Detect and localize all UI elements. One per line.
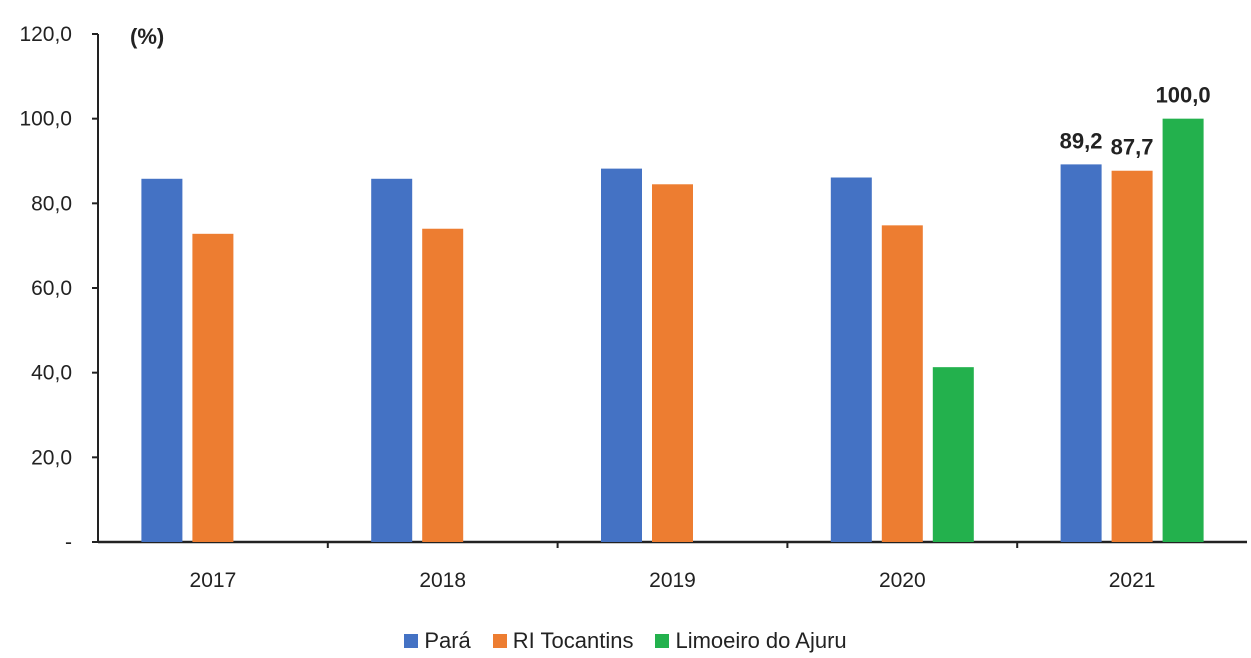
data-label: 100,0	[1156, 83, 1211, 108]
x-tick-label: 2018	[419, 569, 466, 592]
bar	[601, 168, 642, 542]
legend-item: Pará	[404, 628, 471, 654]
bar	[932, 367, 974, 542]
legend-item: Limoeiro do Ajuru	[655, 628, 847, 654]
y-tick-label: 120,0	[19, 23, 72, 46]
y-axis: - 20,0 40,0 60,0 80,0 100,0 120,0	[19, 23, 99, 554]
y-tick-label: 80,0	[31, 192, 72, 215]
y-tick-label: 100,0	[19, 108, 72, 131]
bar	[371, 178, 413, 542]
data-labels: 89,2 87,7 100,0	[1060, 83, 1211, 160]
bar-chart: - 20,0 40,0 60,0 80,0 100,0 120,0 2017 2018 2019…	[19, 23, 1247, 592]
legend-label: Limoeiro do Ajuru	[675, 628, 847, 653]
bar	[1060, 164, 1102, 543]
data-label: 89,2	[1060, 128, 1103, 153]
bars	[141, 118, 1204, 543]
legend-swatch	[492, 634, 507, 648]
x-tick-label: 2019	[649, 569, 696, 592]
x-tick-label: 2020	[879, 569, 926, 592]
x-tick-label: 2021	[1109, 569, 1156, 592]
bar	[1162, 118, 1204, 543]
legend-item: RI Tocantins	[492, 628, 634, 654]
x-axis: 2017 2018 2019 2020 2021	[98, 540, 1247, 592]
legend-swatch	[655, 634, 670, 648]
legend-swatch	[404, 634, 419, 648]
legend-label: Pará	[424, 628, 471, 653]
legend-label: RI Tocantins	[512, 628, 634, 653]
bar	[192, 233, 234, 542]
y-unit-label: (%)	[130, 24, 164, 49]
bar	[881, 225, 923, 542]
legend: Pará RI Tocantins Limoeiro do Ajuru	[0, 628, 1251, 654]
data-label: 87,7	[1111, 135, 1154, 160]
y-tick-label: 20,0	[31, 446, 72, 469]
bar	[830, 177, 872, 542]
bar	[652, 184, 693, 543]
bar	[1111, 170, 1153, 542]
y-tick-label: -	[65, 531, 72, 554]
y-tick-label: 40,0	[31, 362, 72, 385]
x-tick-label: 2017	[190, 569, 237, 592]
y-tick-label: 60,0	[31, 277, 72, 300]
bar	[422, 228, 464, 542]
bar	[141, 178, 183, 542]
